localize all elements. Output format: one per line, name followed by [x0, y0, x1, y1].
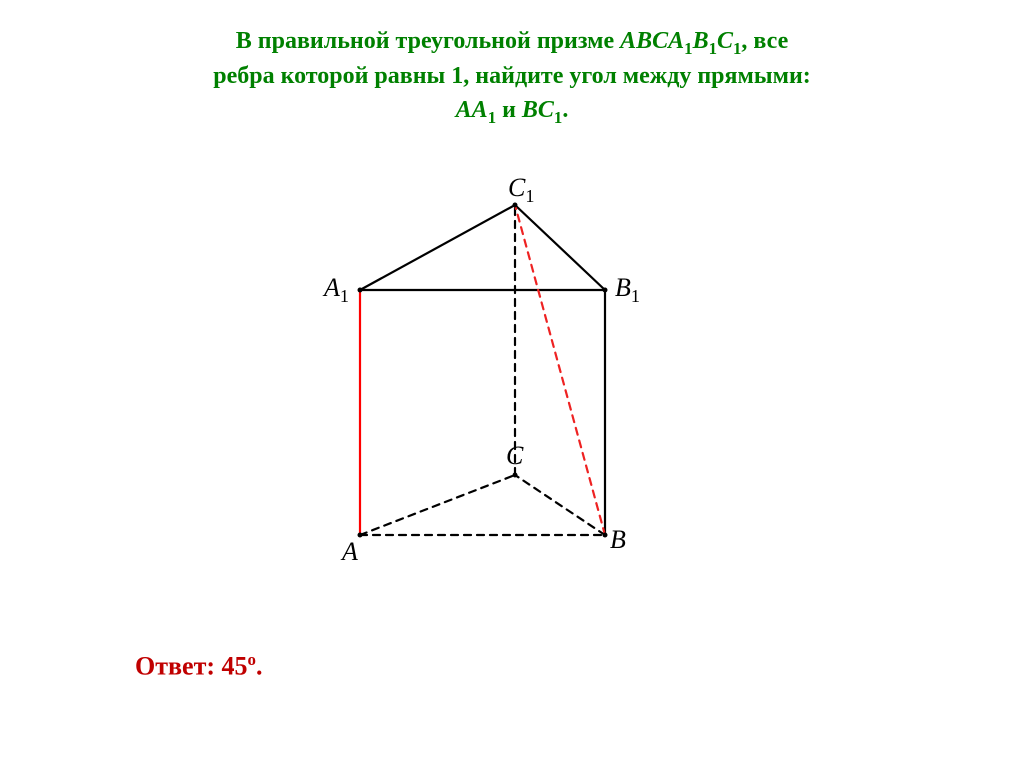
- title-mid-c: C: [717, 28, 733, 54]
- label-a1-sub: 1: [340, 286, 349, 306]
- title-line3-mid: и: [496, 97, 522, 123]
- problem-title: В правильной треугольной призме ABCA1B1C…: [62, 0, 962, 129]
- label-b: B: [610, 525, 626, 555]
- prism-diagram: C1 A1 B1 C A B: [330, 185, 680, 575]
- label-c-letter: C: [506, 441, 523, 470]
- answer-suffix: .: [256, 652, 263, 681]
- label-b1-letter: B: [615, 273, 631, 302]
- title-line3-b: BC: [522, 97, 554, 123]
- title-sub1: 1: [684, 39, 692, 58]
- label-c1-sub: 1: [525, 186, 534, 206]
- prism-svg: [330, 185, 680, 575]
- title-sub2: 1: [709, 39, 717, 58]
- title-line3-sub1: 1: [488, 108, 496, 127]
- label-c1-letter: C: [508, 173, 525, 202]
- label-c1: C1: [508, 173, 534, 207]
- title-line1-post: , все: [741, 28, 788, 54]
- title-line3-end: .: [562, 97, 568, 123]
- label-a-letter: A: [342, 537, 358, 566]
- title-formula-abca: ABCA: [620, 28, 684, 54]
- label-a: A: [342, 537, 358, 567]
- label-a1-letter: A: [324, 273, 340, 302]
- label-c: C: [506, 441, 523, 471]
- answer-prefix: Ответ: 45: [135, 652, 248, 681]
- answer-text: Ответ: 45о.: [135, 650, 262, 682]
- label-a1: A1: [324, 273, 349, 307]
- label-b-letter: B: [610, 525, 626, 554]
- label-b1: B1: [615, 273, 640, 307]
- title-line2: ребра которой равны 1, найдите угол межд…: [213, 63, 811, 89]
- title-line1-pre: В правильной треугольной призме: [236, 28, 620, 54]
- label-b1-sub: 1: [631, 286, 640, 306]
- title-mid-b: B: [693, 28, 709, 54]
- title-line3-a: AA: [456, 97, 488, 123]
- answer-degree: о: [248, 650, 256, 669]
